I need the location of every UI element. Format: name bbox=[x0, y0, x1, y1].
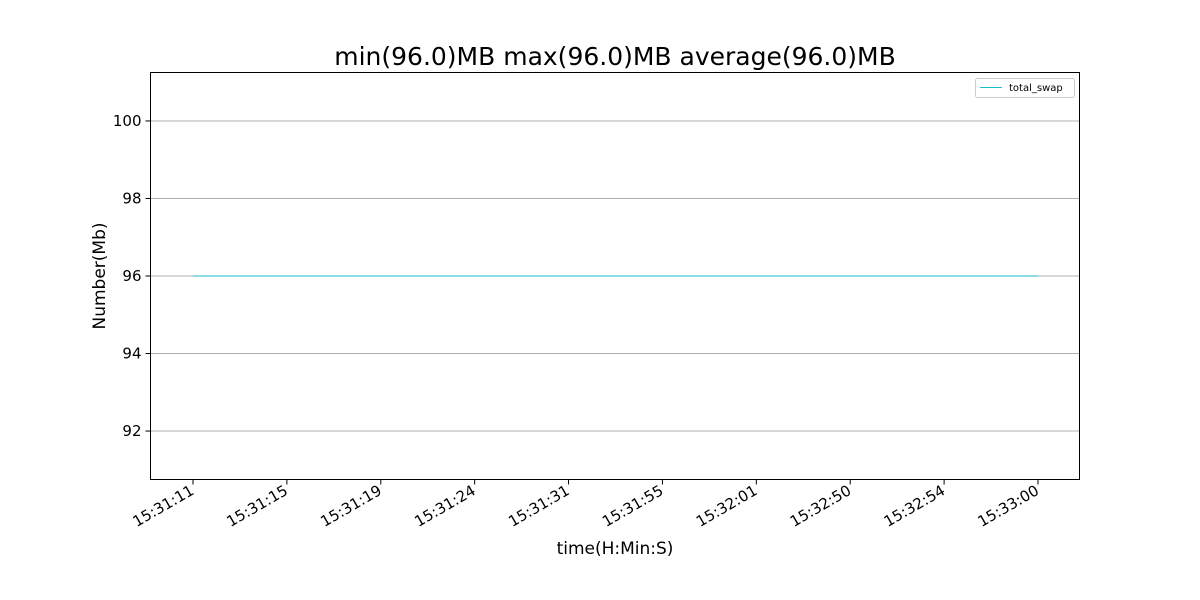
x-tick-label: 15:31:55 bbox=[599, 481, 666, 530]
x-axis-label: time(H:Min:S) bbox=[557, 539, 674, 559]
y-tick-label: 98 bbox=[122, 189, 141, 207]
legend: total_swap bbox=[975, 78, 1075, 98]
x-tick-label: 15:31:15 bbox=[224, 481, 291, 530]
x-tick-label: 15:32:50 bbox=[787, 481, 854, 530]
x-tick-label: 15:31:24 bbox=[411, 481, 478, 530]
x-tick-label: 15:31:31 bbox=[505, 481, 572, 530]
y-tick-label: 94 bbox=[122, 345, 141, 363]
y-tick-label: 96 bbox=[122, 267, 141, 285]
x-tick-label: 15:31:11 bbox=[130, 481, 197, 530]
y-tick-label: 100 bbox=[113, 112, 142, 130]
legend-label-total-swap: total_swap bbox=[1009, 83, 1063, 94]
legend-box bbox=[975, 78, 1075, 98]
y-tick-label: 92 bbox=[122, 422, 141, 440]
x-tick-label: 15:32:01 bbox=[693, 481, 760, 530]
x-tick-label: 15:31:19 bbox=[317, 481, 384, 530]
x-tick-label: 15:32:54 bbox=[881, 481, 948, 530]
y-ticks: 92 94 96 98 100 bbox=[113, 112, 151, 440]
x-tick-label: 15:33:00 bbox=[975, 481, 1042, 530]
y-axis-label: Number(Mb) bbox=[90, 222, 110, 329]
chart-title: min(96.0)MB max(96.0)MB average(96.0)MB bbox=[334, 42, 896, 71]
x-ticks: 15:31:11 15:31:15 15:31:19 15:31:24 15:31:31… bbox=[130, 479, 1042, 531]
